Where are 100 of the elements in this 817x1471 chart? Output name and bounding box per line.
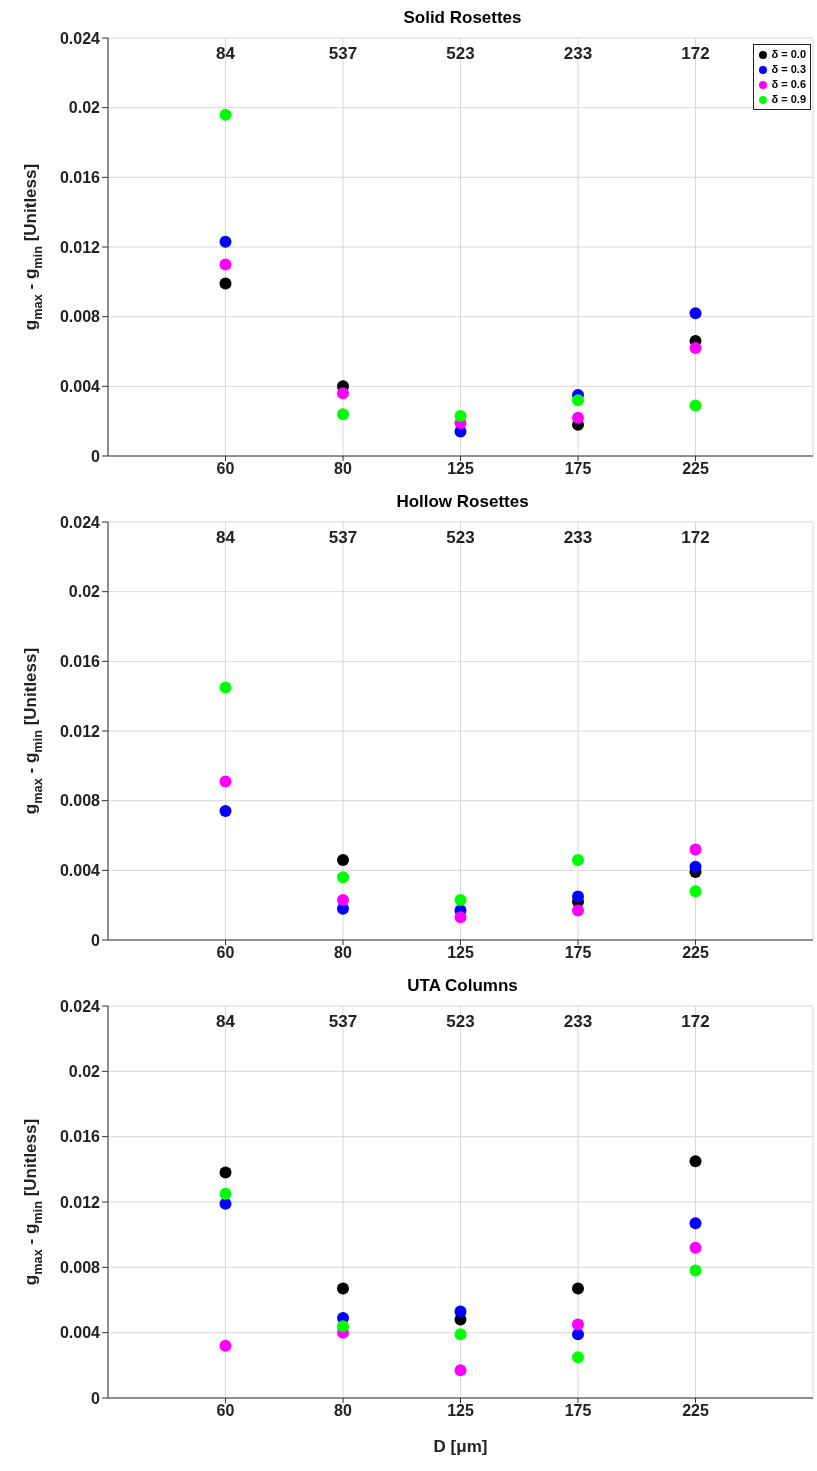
- y-tick-label: 0.02: [68, 99, 101, 117]
- y-tick-label: 0.024: [59, 997, 101, 1015]
- x-tick-label: 80: [334, 1402, 352, 1420]
- annotation: 233: [563, 1012, 593, 1032]
- point: [337, 893, 349, 906]
- annotation: 523: [446, 1012, 475, 1032]
- point: [689, 399, 702, 412]
- point: [689, 1217, 702, 1230]
- annotation: 523: [446, 528, 475, 548]
- legend-label: δ = 0.6: [771, 77, 806, 92]
- x-tick-label: 80: [334, 944, 352, 962]
- legend-label: δ = 0.3: [771, 62, 806, 77]
- annotation: 523: [446, 44, 475, 64]
- point: [219, 258, 232, 271]
- y-tick-label: 0.016: [59, 653, 101, 671]
- point: [219, 235, 232, 248]
- point: [454, 893, 467, 906]
- point: [219, 1339, 232, 1352]
- y-tick-label: 0: [91, 447, 101, 465]
- point: [337, 1320, 349, 1333]
- y-tick-label: 0: [91, 931, 101, 949]
- y-tick-label: 0.016: [59, 1128, 101, 1146]
- point: [337, 871, 349, 884]
- x-axis-title: D [μm]: [433, 1437, 488, 1456]
- x-tick-label: 175: [564, 1402, 592, 1420]
- chart-title: UTA Columns: [406, 976, 519, 997]
- y-tick-label: 0: [91, 1389, 101, 1407]
- point: [572, 1351, 584, 1364]
- point: [572, 1328, 584, 1341]
- y-tick-label: 0.024: [59, 29, 101, 47]
- point: [689, 843, 702, 856]
- point: [572, 890, 584, 903]
- annotation: 84: [216, 528, 236, 548]
- y-tick-label: 0.004: [59, 1324, 101, 1342]
- annotation: 84: [216, 1012, 236, 1032]
- point: [454, 1364, 467, 1377]
- annotation: 537: [328, 528, 358, 548]
- point: [337, 408, 349, 421]
- x-tick-label: 60: [216, 460, 235, 478]
- point: [689, 1241, 702, 1254]
- y-tick-label: 0.008: [59, 792, 101, 810]
- y-tick-label: 0.012: [59, 1193, 101, 1211]
- y-tick-label: 0.004: [59, 378, 101, 396]
- y-tick-label: 0.012: [59, 238, 101, 256]
- y-tick-label: 0.024: [59, 513, 101, 531]
- point: [689, 307, 702, 320]
- point: [219, 681, 232, 694]
- legend-label: δ = 0.0: [771, 47, 806, 62]
- y-tick-label: 0.02: [68, 583, 101, 601]
- x-tick-label: 125: [447, 460, 474, 478]
- annotation: 537: [328, 1012, 358, 1032]
- point: [572, 904, 584, 917]
- point: [572, 394, 584, 407]
- y-tick-label: 0.02: [68, 1063, 101, 1081]
- annotation: 233: [563, 44, 593, 64]
- x-tick-label: 60: [216, 1402, 235, 1420]
- point: [454, 911, 467, 924]
- annotation: 172: [681, 44, 710, 64]
- x-tick-label: 60: [216, 944, 235, 962]
- y-tick-label: 0.008: [59, 1259, 101, 1277]
- point: [219, 805, 232, 818]
- point: [572, 1318, 584, 1331]
- annotation: 172: [681, 528, 710, 548]
- x-tick-label: 225: [682, 460, 709, 478]
- x-tick-label: 175: [564, 460, 592, 478]
- point: [219, 1166, 232, 1179]
- point: [337, 853, 349, 866]
- point: [219, 277, 232, 290]
- point: [219, 775, 232, 788]
- annotation: 233: [563, 528, 593, 548]
- point: [572, 411, 584, 424]
- chart-title: Solid Rosettes: [402, 8, 523, 29]
- y-tick-label: 0.016: [59, 169, 101, 187]
- y-tick-label: 0.012: [59, 722, 101, 740]
- point: [219, 1187, 232, 1200]
- x-tick-label: 125: [447, 1402, 474, 1420]
- y-tick-label: 0.004: [59, 862, 101, 880]
- y-tick-label: 0.008: [59, 308, 101, 326]
- point: [454, 409, 467, 422]
- x-tick-label: 225: [682, 944, 709, 962]
- point: [689, 1155, 702, 1168]
- point: [572, 853, 584, 866]
- annotation: 172: [681, 1012, 710, 1032]
- annotation: 84: [216, 44, 236, 64]
- legend-label: δ = 0.9: [771, 92, 806, 107]
- point: [572, 1282, 584, 1295]
- point: [689, 885, 702, 898]
- annotation: 537: [328, 44, 358, 64]
- x-tick-label: 125: [447, 944, 474, 962]
- point: [689, 1264, 702, 1277]
- point: [454, 1305, 467, 1318]
- point: [454, 1328, 467, 1341]
- x-tick-label: 80: [334, 460, 352, 478]
- point: [337, 1282, 349, 1295]
- chart-title: Hollow Rosettes: [395, 492, 530, 513]
- point: [337, 387, 349, 400]
- x-tick-label: 175: [564, 944, 592, 962]
- point: [219, 108, 232, 121]
- x-tick-label: 225: [682, 1402, 709, 1420]
- point: [689, 860, 702, 873]
